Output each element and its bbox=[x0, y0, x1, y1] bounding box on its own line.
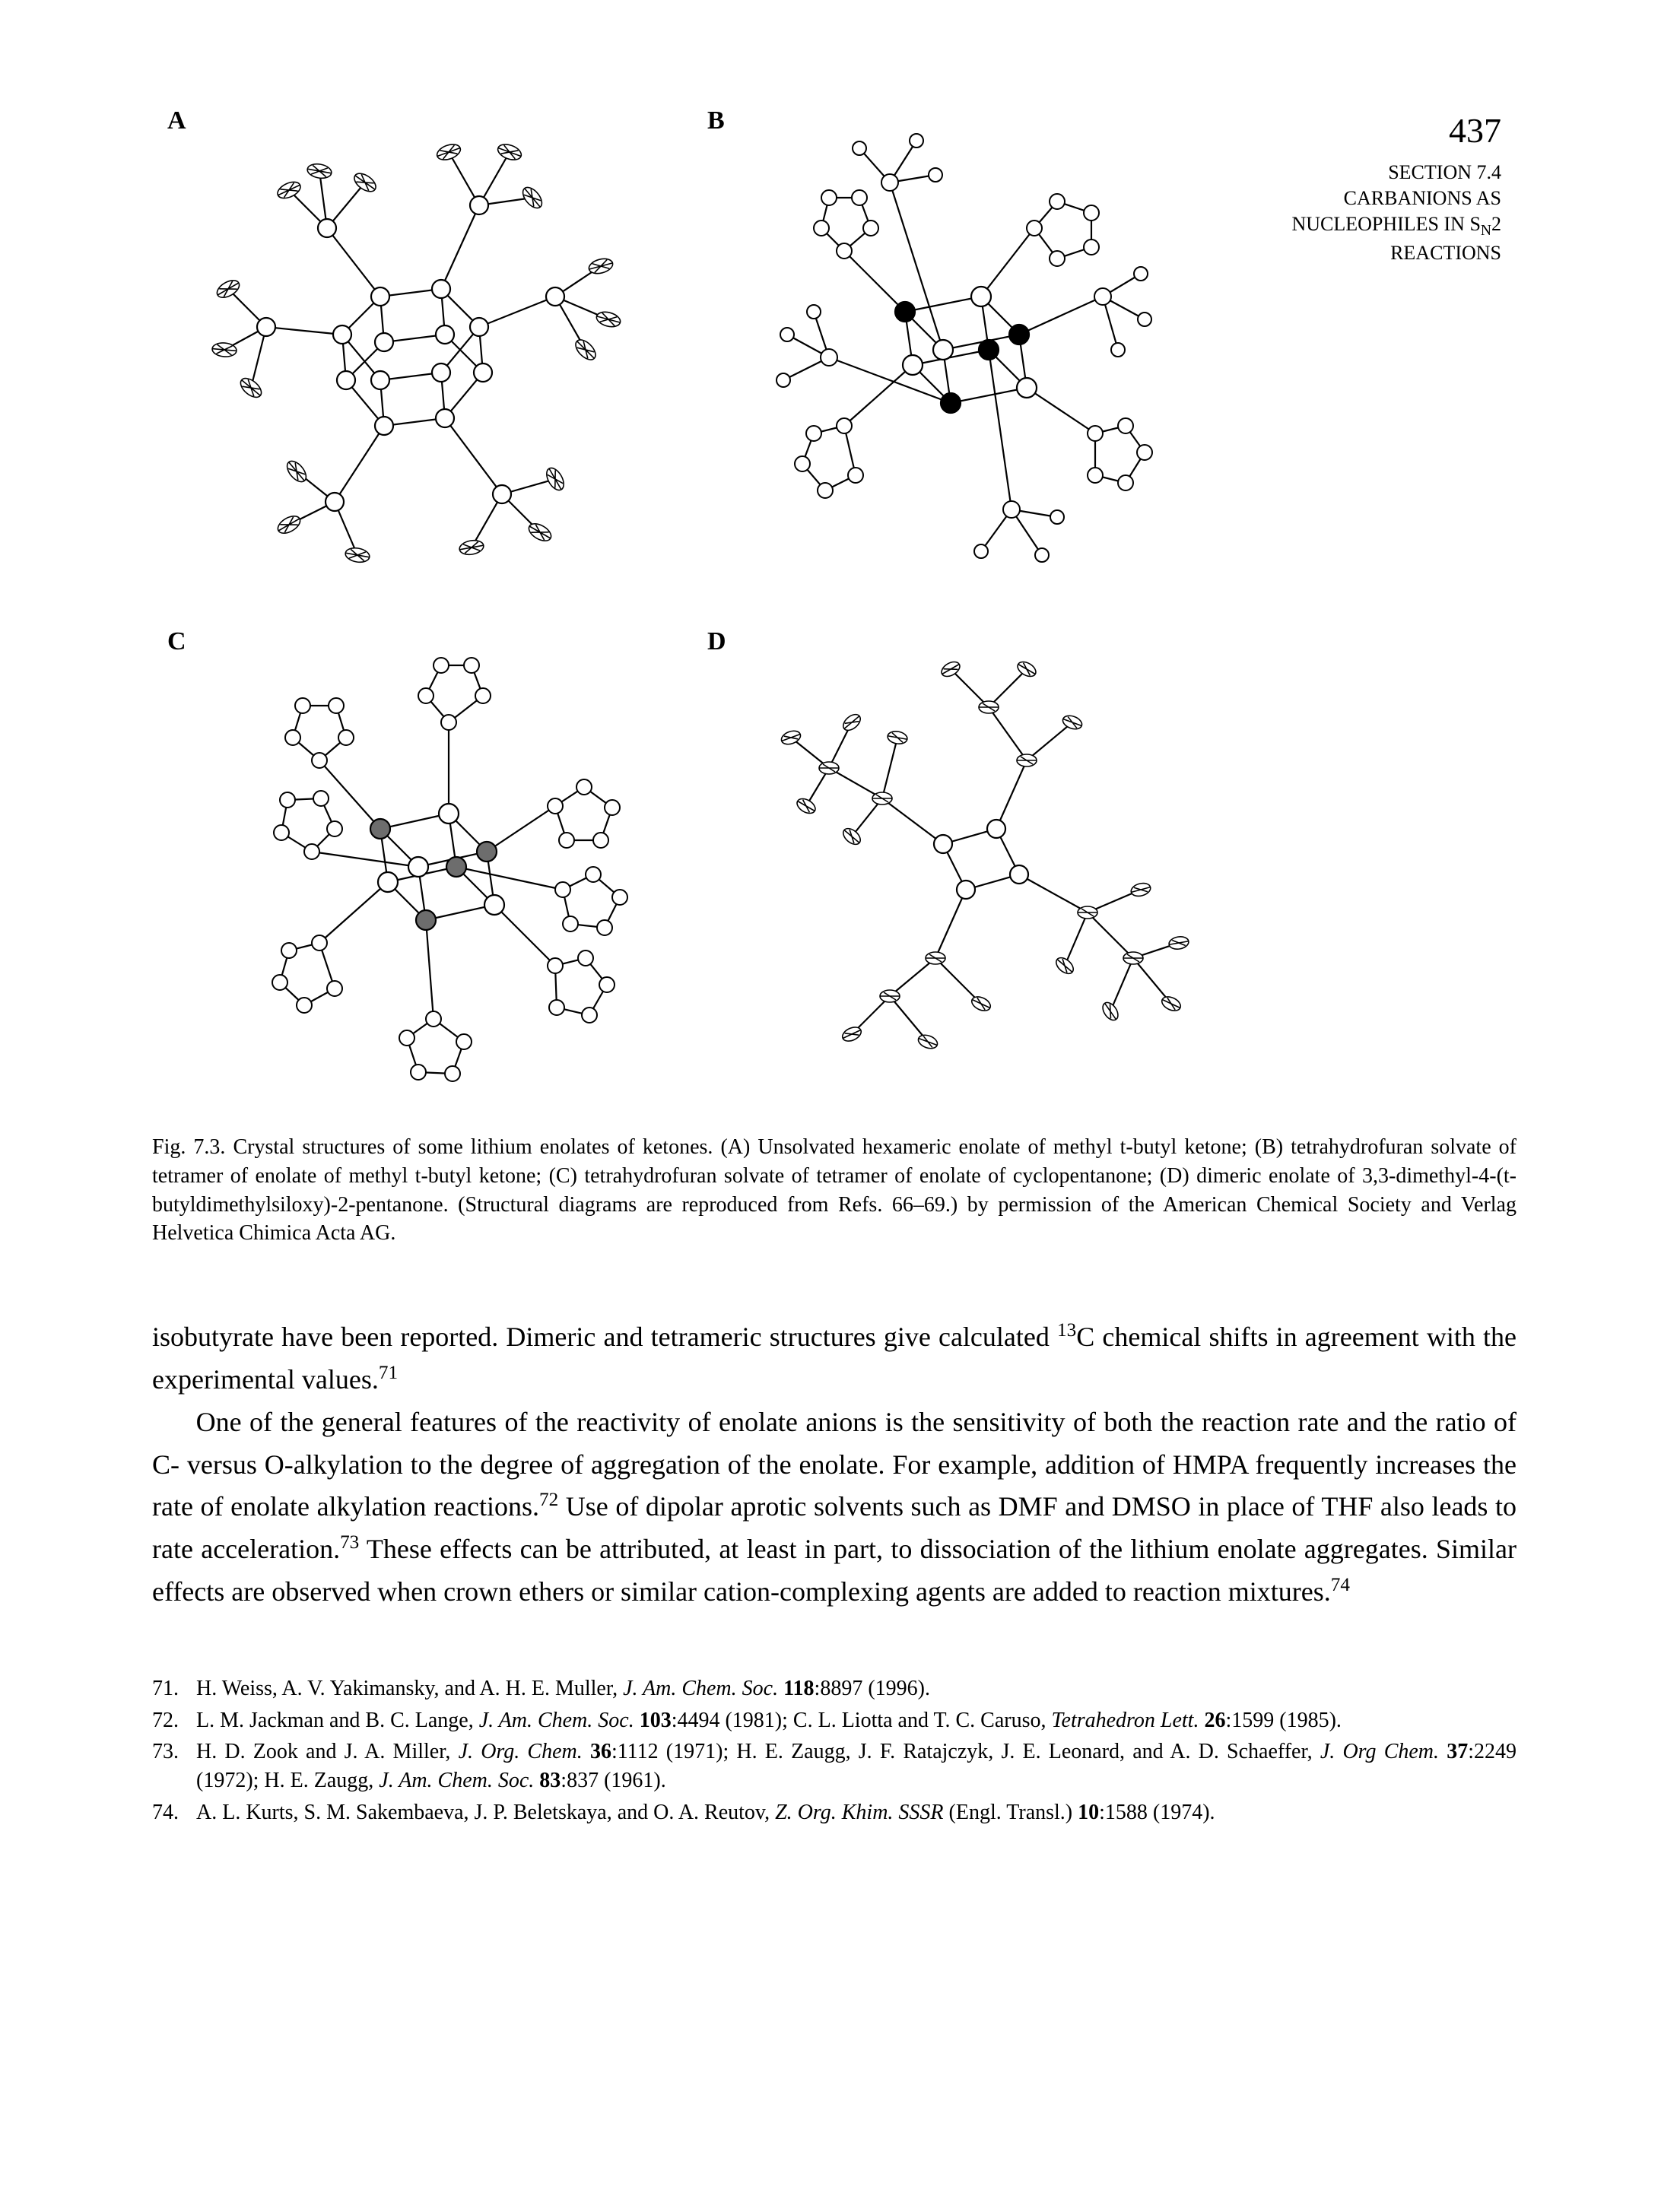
footnote-number: 73. bbox=[152, 1738, 196, 1795]
footnote-text: A. L. Kurts, S. M. Sakembaeva, J. P. Bel… bbox=[196, 1798, 1516, 1827]
figure-panel-c bbox=[205, 608, 631, 1095]
figure-panel-d bbox=[738, 608, 1224, 1095]
footnote: 72. L. M. Jackman and B. C. Lange, J. Am… bbox=[152, 1706, 1516, 1735]
footnote-text: H. Weiss, A. V. Yakimansky, and A. H. E.… bbox=[196, 1674, 1516, 1703]
body-text: isobutyrate have been reported. Dimeric … bbox=[152, 1316, 1516, 1614]
page: 437 SECTION 7.4 CARBANIONS AS NUCLEOPHIL… bbox=[0, 0, 1661, 2212]
figure-panel-a bbox=[205, 99, 631, 586]
figure-panel-b bbox=[738, 99, 1164, 586]
panel-label-a: A bbox=[167, 106, 186, 135]
panel-label-b: B bbox=[707, 106, 725, 135]
figure-7-3: A B C D bbox=[152, 99, 1516, 1103]
panel-label-c: C bbox=[167, 627, 186, 656]
footnote-text: H. D. Zook and J. A. Miller, J. Org. Che… bbox=[196, 1738, 1516, 1795]
body-paragraph: isobutyrate have been reported. Dimeric … bbox=[152, 1316, 1516, 1401]
figure-caption: Fig. 7.3. Crystal structures of some lit… bbox=[152, 1133, 1516, 1248]
footnote-number: 71. bbox=[152, 1674, 196, 1703]
panel-label-d: D bbox=[707, 627, 726, 656]
footnote-number: 72. bbox=[152, 1706, 196, 1735]
footnote-text: L. M. Jackman and B. C. Lange, J. Am. Ch… bbox=[196, 1706, 1516, 1735]
footnote: 71. H. Weiss, A. V. Yakimansky, and A. H… bbox=[152, 1674, 1516, 1703]
footnote-number: 74. bbox=[152, 1798, 196, 1827]
figure-caption-text: Crystal structures of some lithium enola… bbox=[152, 1135, 1516, 1245]
footnote: 74. A. L. Kurts, S. M. Sakembaeva, J. P.… bbox=[152, 1798, 1516, 1827]
figure-caption-label: Fig. 7.3. bbox=[152, 1135, 225, 1159]
footnote: 73. H. D. Zook and J. A. Miller, J. Org.… bbox=[152, 1738, 1516, 1795]
body-paragraph: One of the general features of the react… bbox=[152, 1401, 1516, 1614]
footnotes: 71. H. Weiss, A. V. Yakimansky, and A. H… bbox=[152, 1674, 1516, 1827]
